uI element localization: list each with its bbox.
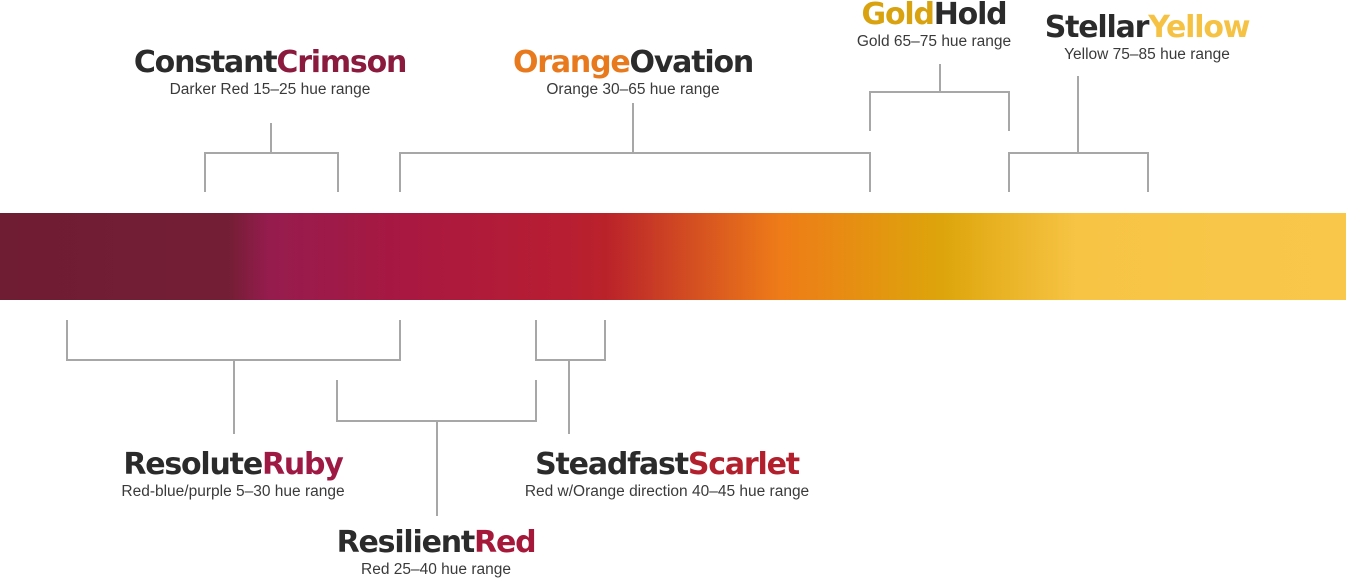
subtitle-stellar-yellow: Yellow 75–85 hue range: [1064, 46, 1230, 63]
bracket-constant-crimson: [204, 123, 339, 192]
title-stellar-yellow-word1: Stellar: [1044, 10, 1150, 45]
title-orange-ovation-word1: Orange: [512, 45, 631, 80]
label-gold-hold: GoldHold Gold 65–75 hue range: [857, 0, 1011, 52]
bracket-resilient-red: [336, 380, 537, 516]
subtitle-resilient-red: Red 25–40 hue range: [361, 561, 511, 578]
subtitle-gold-hold: Gold 65–75 hue range: [856, 33, 1012, 50]
title-resilient-red-word1: Resilient: [336, 525, 476, 560]
label-stellar-yellow: StellarYellow Yellow 75–85 hue range: [1044, 10, 1251, 65]
title-resolute-ruby-word1: Resolute: [123, 447, 263, 482]
title-constant-crimson: ConstantCrimson: [133, 45, 408, 80]
title-resolute-ruby: ResoluteRuby: [121, 448, 344, 482]
label-constant-crimson: ConstantCrimson Darker Red 15–25 hue ran…: [133, 45, 408, 100]
title-constant-crimson-word2: Crimson: [276, 45, 407, 80]
bracket-gold-hold: [869, 64, 1010, 131]
label-resolute-ruby: ResoluteRuby Red-blue/purple 5–30 hue ra…: [121, 448, 344, 502]
label-resilient-red: ResilientRed Red 25–40 hue range: [336, 525, 537, 580]
title-steadfast-scarlet: SteadfastScarlet: [525, 448, 809, 482]
subtitle-steadfast-scarlet: Red w/Orange direction 40–45 hue range: [524, 483, 810, 500]
title-stellar-yellow-word2: Yellow: [1148, 10, 1250, 45]
title-resolute-ruby-word2: Ruby: [261, 447, 344, 482]
title-resilient-red-word2: Red: [474, 525, 537, 560]
title-orange-ovation-word2: Ovation: [629, 45, 755, 80]
subtitle-resolute-ruby: Red-blue/purple 5–30 hue range: [121, 483, 345, 500]
bracket-steadfast-scarlet: [535, 320, 606, 434]
bracket-stellar-yellow: [1008, 76, 1149, 192]
label-orange-ovation: OrangeOvation Orange 30–65 hue range: [512, 45, 755, 100]
subtitle-orange-ovation: Orange 30–65 hue range: [546, 81, 720, 98]
title-steadfast-scarlet-word1: Steadfast: [535, 447, 689, 482]
bracket-resolute-ruby: [66, 320, 401, 434]
subtitle-constant-crimson: Darker Red 15–25 hue range: [169, 81, 371, 98]
label-steadfast-scarlet: SteadfastScarlet Red w/Orange direction …: [525, 448, 809, 502]
title-gold-hold-word2: Hold: [933, 0, 1008, 32]
title-gold-hold: GoldHold: [857, 0, 1011, 32]
bracket-orange-ovation: [399, 103, 871, 192]
title-steadfast-scarlet-word2: Scarlet: [687, 447, 800, 482]
title-gold-hold-word1: Gold: [861, 0, 935, 32]
title-resilient-red: ResilientRed: [336, 525, 537, 560]
title-orange-ovation: OrangeOvation: [512, 45, 755, 80]
title-constant-crimson-word1: Constant: [133, 45, 278, 80]
color-spectrum-bar: [0, 213, 1346, 300]
title-stellar-yellow: StellarYellow: [1044, 10, 1251, 45]
